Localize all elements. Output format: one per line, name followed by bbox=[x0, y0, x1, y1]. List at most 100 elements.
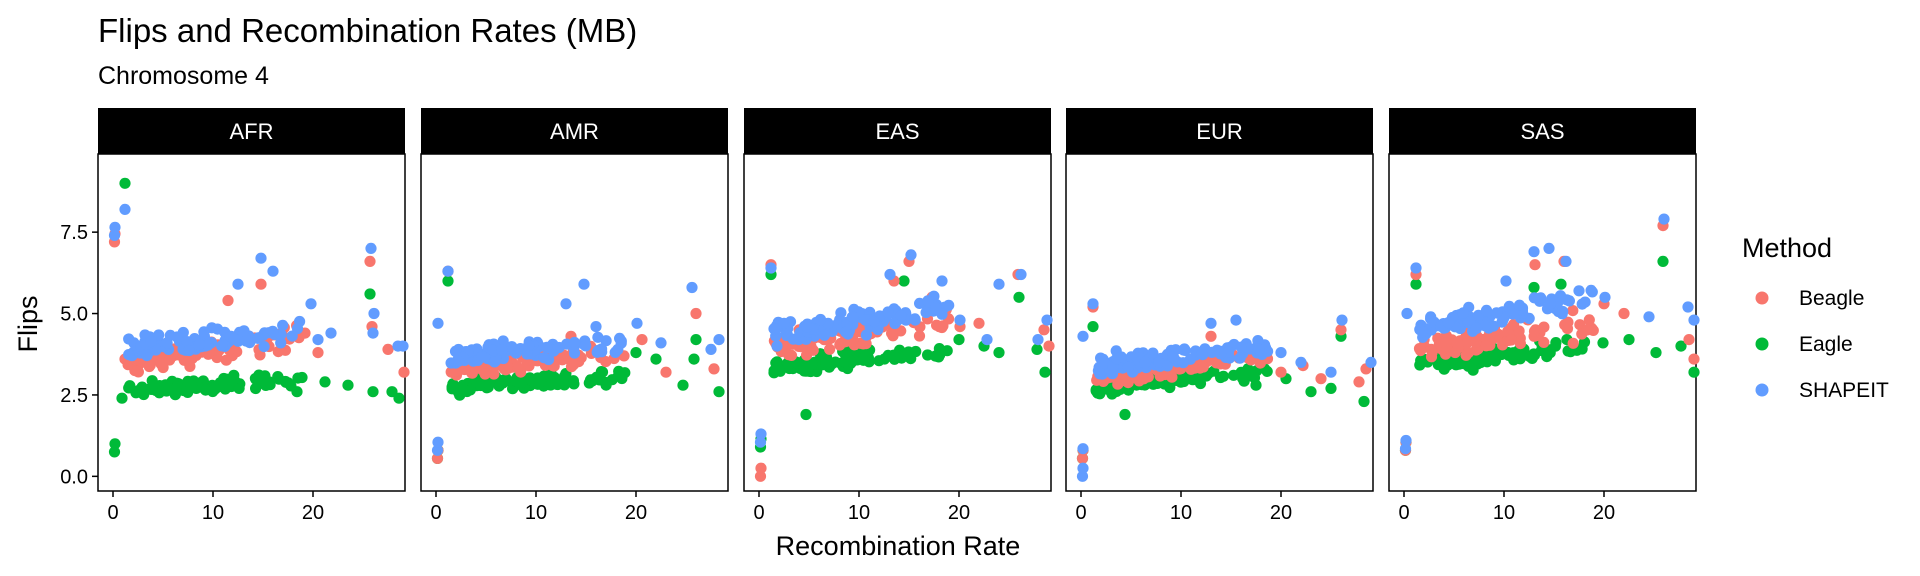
shapeit-point bbox=[1658, 213, 1670, 225]
shapeit-point bbox=[868, 315, 880, 328]
beagle-point bbox=[1142, 371, 1154, 383]
shapeit-point bbox=[286, 330, 298, 342]
shapeit-point bbox=[801, 321, 814, 333]
shapeit-point bbox=[275, 328, 287, 340]
eagle-point bbox=[782, 359, 795, 371]
x-tick-label: 10 bbox=[1170, 502, 1192, 524]
shapeit-point bbox=[590, 321, 602, 333]
eagle-point bbox=[929, 350, 942, 362]
shapeit-point bbox=[884, 268, 896, 281]
beagle-point bbox=[1508, 319, 1520, 331]
beagle-point bbox=[886, 327, 898, 339]
y-tick-label: 5.0 bbox=[60, 304, 88, 326]
beagle-point bbox=[163, 354, 176, 366]
shapeit-point bbox=[578, 278, 590, 290]
beagle-point bbox=[1576, 328, 1588, 340]
eagle-point bbox=[1688, 366, 1700, 378]
beagle-point bbox=[479, 368, 491, 380]
eagle-point bbox=[1650, 347, 1662, 359]
shapeit-point bbox=[818, 329, 831, 341]
shapeit-point bbox=[631, 317, 643, 329]
panel-border bbox=[97, 153, 406, 492]
facet-panel-sas: SAS 0 10 20 bbox=[1388, 108, 1700, 524]
facet-strip bbox=[1066, 108, 1373, 154]
beagle-point bbox=[1562, 316, 1574, 328]
shapeit-point bbox=[432, 436, 444, 448]
shapeit-legend-key bbox=[1755, 383, 1769, 397]
shapeit-point bbox=[267, 265, 279, 277]
beagle-point bbox=[708, 363, 720, 375]
beagle-point bbox=[1451, 337, 1463, 349]
scatter-points bbox=[1076, 298, 1377, 482]
facet-strip-label: SAS bbox=[1520, 119, 1564, 144]
eagle-point bbox=[568, 378, 580, 390]
beagle-point bbox=[1076, 452, 1089, 464]
shapeit-point bbox=[713, 334, 725, 346]
eagle-point bbox=[495, 377, 507, 389]
y-tick-label: 7.5 bbox=[60, 222, 88, 244]
eagle-point bbox=[800, 408, 812, 421]
shapeit-point bbox=[1206, 346, 1218, 358]
eagle-point bbox=[116, 392, 128, 404]
shapeit-point bbox=[1032, 334, 1044, 346]
shapeit-point bbox=[993, 278, 1005, 290]
shapeit-point bbox=[1573, 285, 1585, 297]
eagle-point bbox=[993, 347, 1005, 359]
beagle-legend-key bbox=[1755, 291, 1769, 305]
eagle-point bbox=[148, 379, 160, 391]
beagle-point bbox=[1480, 340, 1492, 352]
beagle-point bbox=[860, 338, 872, 350]
beagle-point bbox=[222, 294, 234, 307]
eagle-point bbox=[447, 378, 459, 390]
eagle-point bbox=[713, 386, 725, 398]
shapeit-point bbox=[1077, 462, 1089, 474]
eagle-point bbox=[319, 376, 331, 388]
beagle-point bbox=[1415, 345, 1427, 357]
eagle-point bbox=[630, 347, 642, 359]
facet-panels: AFR 0 10 20 AMR 0 10 20 EAS 0 10 20 EUR 0 10 20 SAS 0 10 20… bbox=[60, 108, 1700, 524]
eagle-point bbox=[1305, 386, 1317, 398]
eagle-point bbox=[1358, 395, 1370, 408]
shapeit-point bbox=[1528, 292, 1540, 304]
eagle-point bbox=[1087, 321, 1099, 333]
x-tick-label: 0 bbox=[430, 502, 441, 524]
eagle-point bbox=[586, 375, 598, 387]
eagle-point bbox=[291, 386, 303, 398]
shapeit-point bbox=[615, 335, 627, 347]
shapeit-point bbox=[754, 436, 767, 448]
eagle-point bbox=[442, 275, 454, 287]
shapeit-point bbox=[1599, 291, 1611, 303]
shapeit-point bbox=[814, 313, 827, 326]
shapeit-point bbox=[476, 351, 488, 363]
shapeit-point bbox=[1177, 357, 1189, 369]
eagle-point bbox=[475, 379, 487, 392]
beagle-point bbox=[567, 359, 580, 371]
shapeit-point bbox=[252, 332, 264, 344]
y-tick-label: 0.0 bbox=[60, 466, 88, 488]
shapeit-point bbox=[936, 308, 948, 320]
shapeit-point bbox=[487, 344, 499, 356]
shapeit-point bbox=[119, 203, 131, 215]
shapeit-point bbox=[277, 319, 289, 331]
shapeit-point bbox=[1507, 308, 1519, 320]
beagle-point bbox=[1205, 330, 1217, 342]
shapeit-point bbox=[228, 333, 240, 345]
shapeit-point bbox=[1161, 360, 1173, 372]
shapeit-point bbox=[1481, 305, 1493, 317]
beagle-point bbox=[1197, 361, 1209, 373]
shapeit-point bbox=[1401, 307, 1413, 320]
beagle-point bbox=[1529, 259, 1541, 271]
shapeit-point bbox=[325, 327, 337, 339]
beagle-point bbox=[913, 330, 926, 342]
eagle-point bbox=[1244, 367, 1256, 379]
eagle-point bbox=[1541, 351, 1553, 363]
beagle-point bbox=[690, 307, 702, 320]
shapeit-point bbox=[705, 343, 717, 355]
eagle-point bbox=[650, 353, 662, 365]
shapeit-point bbox=[431, 444, 444, 456]
x-tick-label: 0 bbox=[1075, 502, 1086, 524]
facet-panel-eur: EUR 0 10 20 bbox=[1065, 108, 1377, 524]
beagle-point bbox=[660, 366, 672, 378]
eagle-point bbox=[1555, 278, 1567, 290]
beagle-point bbox=[1538, 336, 1550, 348]
